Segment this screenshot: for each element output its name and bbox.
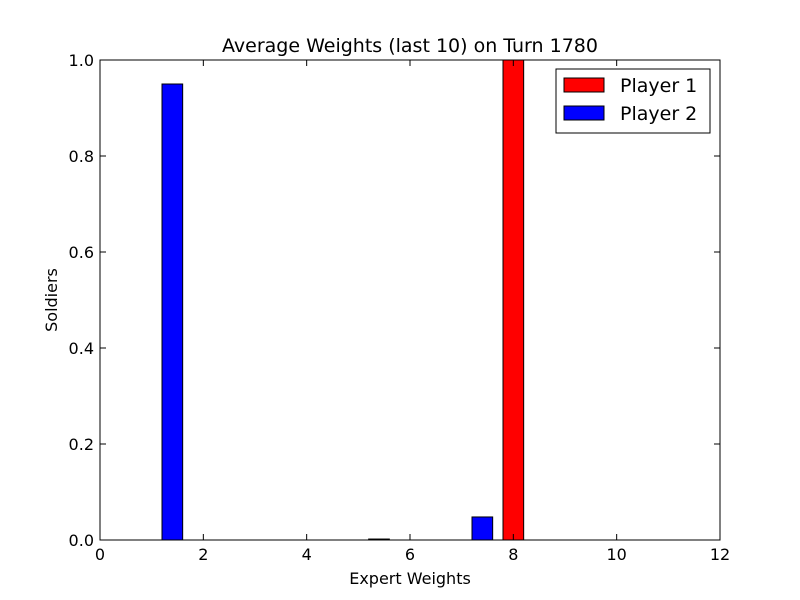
legend-label: Player 2 (620, 103, 697, 125)
bar-player-1-7 (502, 59, 525, 541)
x-tick-label: 10 (606, 545, 626, 564)
x-tick-label: 0 (95, 545, 105, 564)
x-axis-label: Expert Weights (349, 569, 471, 588)
y-tick-label: 0.6 (69, 243, 94, 262)
x-tick-label: 4 (302, 545, 312, 564)
x-tick-label: 12 (710, 545, 730, 564)
y-tick-label: 0.0 (69, 531, 94, 550)
x-tick-label: 6 (405, 545, 415, 564)
chart-title: Average Weights (last 10) on Turn 1780 (222, 35, 598, 57)
legend-swatch-player-1 (563, 77, 605, 93)
bar-player-2-1 (161, 83, 184, 541)
x-tick-label: 2 (198, 545, 208, 564)
plot-area: 0 2 4 6 8 10 12 0.0 0.2 0.4 0.6 0.8 1.0 (69, 51, 731, 564)
y-tick-label: 0.2 (69, 435, 94, 454)
bar-player-2-7 (471, 516, 494, 541)
y-tick-label: 1.0 (69, 51, 94, 70)
y-tick-label: 0.8 (69, 147, 94, 166)
x-tick-label: 8 (508, 545, 518, 564)
y-tick-label: 0.4 (69, 339, 94, 358)
legend: Player 1 Player 2 (555, 68, 711, 134)
y-axis-label: Soldiers (42, 268, 61, 332)
legend-label: Player 1 (620, 75, 697, 97)
legend-swatch-player-2 (563, 105, 605, 121)
